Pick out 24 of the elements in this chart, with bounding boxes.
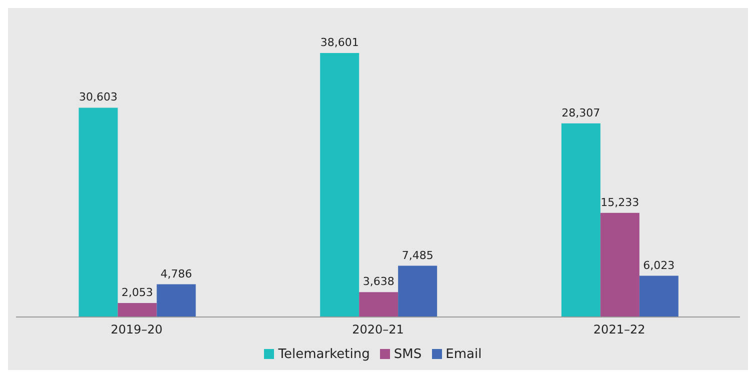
data-label: 2,053 [121, 286, 153, 299]
bar [320, 53, 360, 317]
data-label: 7,485 [402, 248, 434, 262]
x-tick-label: 2021–22 [593, 322, 646, 337]
bar [561, 123, 600, 317]
legend-label: Telemarketing [278, 347, 370, 362]
data-label: 4,786 [160, 267, 192, 280]
data-label: 15,233 [600, 196, 640, 209]
data-label: 28,307 [562, 106, 600, 120]
x-tick-label: 2020–21 [352, 322, 404, 337]
bar [156, 284, 196, 317]
bar [78, 108, 118, 317]
legend-label: Email [446, 347, 482, 362]
data-label: 30,603 [78, 90, 118, 104]
bar [398, 266, 438, 317]
bar [359, 292, 398, 317]
data-label: 3,638 [362, 275, 394, 288]
bar [600, 212, 640, 317]
data-label: 38,601 [320, 36, 359, 49]
legend-label: SMS [394, 347, 422, 362]
bar [118, 302, 157, 317]
x-tick-label: 2019–20 [110, 322, 163, 337]
data-label: 6,023 [643, 258, 675, 272]
bar [639, 276, 678, 317]
